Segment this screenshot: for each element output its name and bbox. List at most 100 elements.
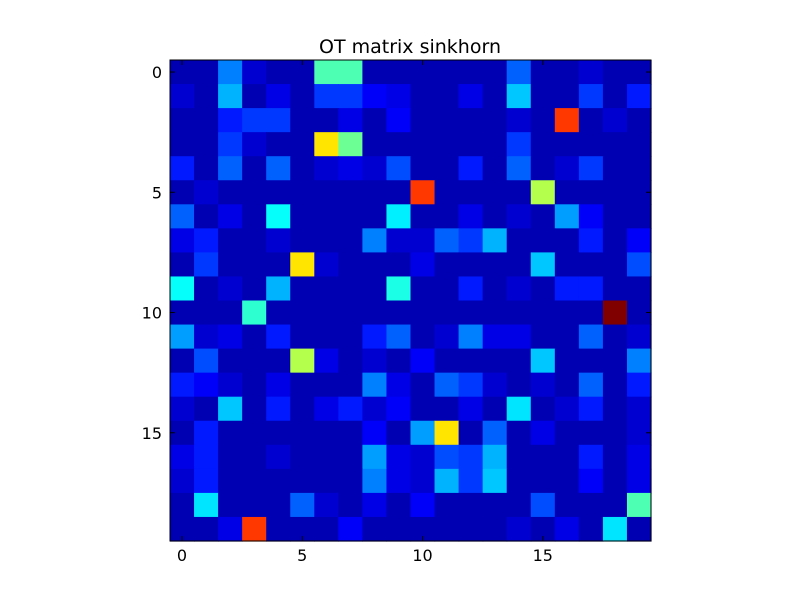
heatmap-cell [218, 108, 243, 133]
heatmap-cell [218, 516, 243, 542]
heatmap-cell [314, 348, 339, 374]
heatmap-cell [266, 444, 291, 470]
heatmap-cell [410, 300, 436, 326]
heatmap-cell [410, 180, 436, 205]
heatmap-cell [362, 468, 388, 494]
heatmap-cell [218, 348, 243, 374]
heatmap-cell [482, 60, 508, 85]
heatmap-cell [266, 396, 291, 422]
heatmap-cell [242, 84, 267, 109]
heatmap-cell [338, 84, 363, 109]
heatmap-cell [314, 252, 339, 278]
heatmap-cell [290, 324, 315, 350]
heatmap-cell [266, 132, 291, 157]
heatmap-cell [386, 132, 412, 157]
heatmap-cell [170, 204, 195, 229]
heatmap-cell [266, 300, 291, 326]
heatmap-cell [506, 492, 532, 518]
heatmap-cell [290, 420, 315, 446]
heatmap-cell [218, 468, 243, 494]
heatmap-cell [458, 420, 484, 446]
heatmap-cell [434, 60, 460, 85]
heatmap-cell [314, 396, 339, 422]
heatmap-cell [602, 252, 628, 278]
heatmap-cell [218, 324, 243, 350]
heatmap-cell [506, 444, 532, 470]
heatmap-cell [434, 108, 460, 133]
heatmap-cell [362, 324, 388, 350]
heatmap-cell [554, 492, 580, 518]
heatmap-cell [314, 492, 339, 518]
heatmap-cell [362, 348, 388, 374]
heatmap-cell [434, 84, 460, 109]
heatmap-cell [194, 204, 219, 229]
heatmap-cell [338, 516, 363, 542]
heatmap-cell [482, 372, 508, 398]
heatmap-cell [458, 300, 484, 326]
heatmap-cell [602, 84, 628, 109]
heatmap-cell [314, 204, 339, 229]
heatmap-cell [218, 372, 243, 398]
heatmap-cell [410, 84, 436, 109]
heatmap-cell [290, 204, 315, 229]
heatmap-cell [626, 84, 652, 109]
heatmap-cell [218, 252, 243, 278]
heatmap-cell [554, 228, 580, 253]
heatmap-cell [506, 348, 532, 374]
heatmap-cell [242, 204, 267, 229]
heatmap-cell [506, 180, 532, 205]
heatmap-cell [266, 60, 291, 85]
heatmap-cell [554, 60, 580, 85]
heatmap-cell [266, 204, 291, 229]
heatmap-cell [242, 252, 267, 278]
heatmap-cell [386, 300, 412, 326]
heatmap-cell [578, 132, 604, 157]
heatmap-cell [626, 324, 652, 350]
heatmap-cell [386, 516, 412, 542]
heatmap-cell [578, 420, 604, 446]
heatmap-cell [482, 132, 508, 157]
heatmap-cell [530, 228, 556, 253]
heatmap-cell [578, 84, 604, 109]
heatmap-cell [362, 300, 388, 326]
heatmap-cell [602, 348, 628, 374]
heatmap-cell [362, 132, 388, 157]
heatmap-cell [506, 276, 532, 302]
heatmap-cell [314, 60, 339, 85]
heatmap-cell [506, 420, 532, 446]
heatmap-cell [434, 204, 460, 229]
heatmap-cell [434, 372, 460, 398]
heatmap-cell [410, 276, 436, 302]
heatmap-cell [506, 324, 532, 350]
heatmap-cell [290, 300, 315, 326]
heatmap-cell [578, 180, 604, 205]
heatmap-cell [386, 252, 412, 278]
heatmap-cell [506, 60, 532, 85]
heatmap-cell [554, 84, 580, 109]
heatmap-cell [194, 228, 219, 253]
heatmap-cell [530, 108, 556, 133]
heatmap-cell [194, 60, 219, 85]
heatmap-cell [194, 276, 219, 302]
heatmap-cell [194, 396, 219, 422]
heatmap-cell [530, 252, 556, 278]
heatmap-cell [602, 444, 628, 470]
heatmap-cell [242, 468, 267, 494]
heatmap-cell [266, 324, 291, 350]
heatmap-cell [194, 348, 219, 374]
heatmap-cell [602, 420, 628, 446]
heatmap-cell [314, 228, 339, 253]
heatmap-cell [578, 468, 604, 494]
heatmap-cell [266, 108, 291, 133]
heatmap-cell [578, 348, 604, 374]
heatmap-cell [626, 276, 652, 302]
heatmap-cell [338, 204, 363, 229]
heatmap-cell [434, 156, 460, 181]
heatmap-cell [578, 492, 604, 518]
heatmap-cell [170, 156, 195, 181]
heatmap-cell [362, 180, 388, 205]
heatmap-cell [554, 132, 580, 157]
heatmap-cell [602, 396, 628, 422]
heatmap-cell [338, 276, 363, 302]
heatmap-cell [266, 252, 291, 278]
